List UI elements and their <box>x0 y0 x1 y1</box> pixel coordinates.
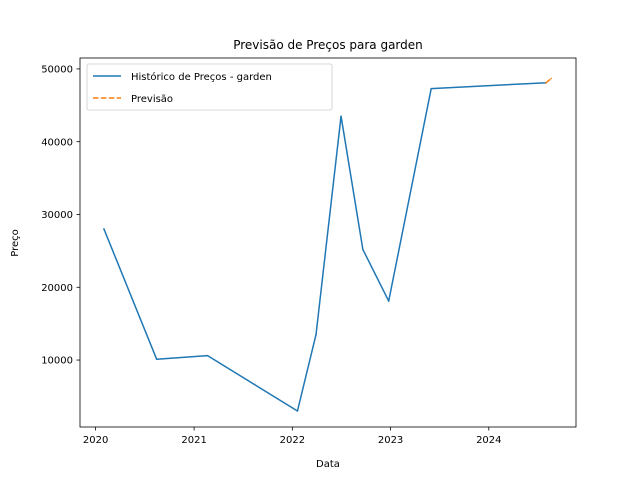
y-tick-label-0: 10000 <box>41 356 73 367</box>
x-axis: 2020 2021 2022 2023 2024 <box>83 427 502 446</box>
legend-label-history: Histórico de Preços - garden <box>131 71 272 83</box>
x-tick-label-1: 2021 <box>181 435 206 446</box>
x-tick-label-2: 2022 <box>280 435 305 446</box>
x-tick-label-0: 2020 <box>83 435 108 446</box>
x-axis-label: Data <box>316 459 340 470</box>
chart-title: Previsão de Preços para garden <box>233 38 423 52</box>
legend-frame <box>86 63 333 111</box>
data-point-0-8 <box>430 87 432 90</box>
series-layer <box>102 77 552 412</box>
y-axis: 10000 20000 30000 40000 50000 <box>41 65 80 367</box>
data-point-0-6 <box>362 248 364 251</box>
legend-label-forecast: Previsão <box>131 94 173 105</box>
y-axis-label: Preço <box>10 229 21 257</box>
plot-area-frame <box>79 57 577 428</box>
data-point-0-2 <box>206 354 209 357</box>
x-tick-label-4: 2024 <box>476 435 501 446</box>
x-tick-label-3: 2023 <box>378 435 403 446</box>
data-point-0-5 <box>340 115 342 117</box>
data-point-0-4 <box>315 333 317 336</box>
data-point-0-1 <box>155 358 158 361</box>
y-tick-label-3: 40000 <box>41 137 73 148</box>
data-point-0-0 <box>103 228 105 230</box>
data-point-0-3 <box>296 410 299 412</box>
legend: Histórico de Preços - garden Previsão <box>86 63 333 111</box>
y-tick-label-4: 50000 <box>41 65 73 76</box>
series-line-0 <box>102 81 547 412</box>
series-line-1 <box>545 77 552 84</box>
y-tick-label-1: 20000 <box>41 283 73 294</box>
data-point-1-1 <box>550 77 552 80</box>
data-point-0-7 <box>387 300 390 302</box>
y-tick-label-2: 30000 <box>41 210 73 221</box>
data-point-1-0 <box>545 82 547 84</box>
